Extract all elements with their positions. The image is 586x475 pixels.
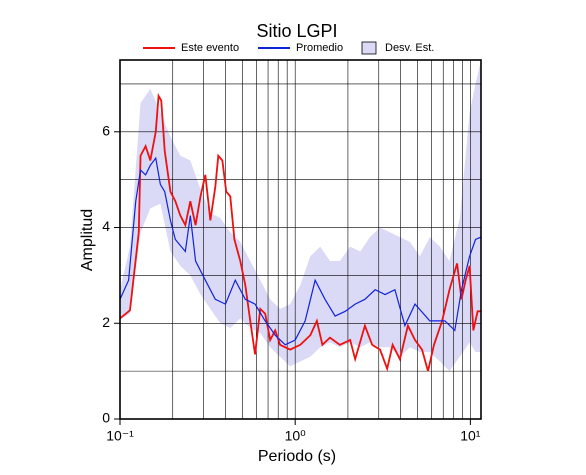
y-tick-label: 4 — [102, 218, 110, 234]
y-tick-label: 6 — [102, 123, 110, 139]
x-axis-label: Periodo (s) — [258, 448, 336, 465]
legend-label: Desv. Est. — [385, 42, 434, 54]
std-band — [120, 60, 481, 372]
y-tick-label: 2 — [102, 314, 110, 330]
y-axis-label: Amplitud — [79, 209, 96, 271]
x-tick-label: 10¹ — [460, 428, 481, 444]
legend-label: Promedio — [296, 42, 343, 54]
series-line — [119, 156, 482, 346]
legend-label: Este evento — [181, 42, 239, 54]
y-tick-label: 0 — [102, 410, 110, 426]
plot-frame — [119, 59, 482, 420]
chart-title: Sitio LGPI — [256, 21, 337, 41]
legend-swatch — [361, 41, 377, 55]
x-tick-label: 10⁻¹ — [106, 428, 134, 444]
x-tick-label: 10⁰ — [285, 428, 307, 444]
series-line — [119, 92, 481, 372]
